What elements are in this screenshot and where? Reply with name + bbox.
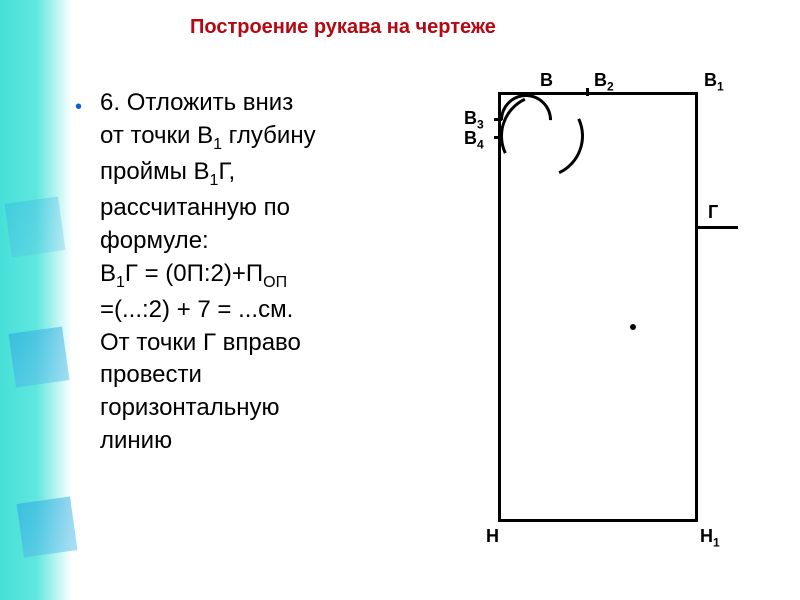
text: В [464,108,477,128]
text: Отложить вниз [127,89,294,116]
decorative-square [5,197,66,258]
subscript: 1 [717,80,724,94]
subscript: 4 [477,138,484,152]
instruction-text: 6. Отложить вниз от точки В1 глубину про… [100,88,410,459]
tick-mark [586,88,589,96]
text: проймы В [100,158,210,185]
slide-title: Построение рукава на чертеже [190,16,496,39]
step-number: 6. [100,89,120,116]
text: рассчитанную по [100,193,410,224]
label-H1: Н1 [700,526,720,550]
text: В [704,70,717,90]
sleeve-diagram: В В2 В1 В3 В4 Г Н Н1 [440,76,760,546]
decorative-square [9,327,70,388]
label-G: Г [708,202,718,223]
label-H: Н [486,526,499,547]
text: линию [100,426,410,457]
text: В [594,70,607,90]
text: Г, [218,158,235,185]
text: от точки В [100,122,213,149]
bullet-icon: • [75,96,82,119]
g-horizontal-line [698,226,738,229]
text: глубину [222,122,316,149]
text: формуле: [100,226,410,257]
text: Г = (0П:2)+П [125,260,263,287]
text: В [100,260,116,287]
subscript: ОП [263,273,287,290]
subscript: 1 [713,536,720,550]
text: Н [700,526,713,546]
decorative-square [17,497,78,558]
label-B1: В1 [704,70,724,94]
subscript: 1 [116,273,125,290]
mid-dot [630,324,636,330]
subscript: 2 [607,80,614,94]
text: горизонтальную [100,393,410,424]
label-B4: В4 [464,128,484,152]
subscript: 1 [213,136,222,153]
text: =(...:2) + 7 = ...см. [100,295,410,326]
text: В [464,128,477,148]
label-B2: В2 [594,70,614,94]
text: провести [100,360,410,391]
text: От точки Г вправо [100,328,410,359]
label-B: В [540,70,553,91]
